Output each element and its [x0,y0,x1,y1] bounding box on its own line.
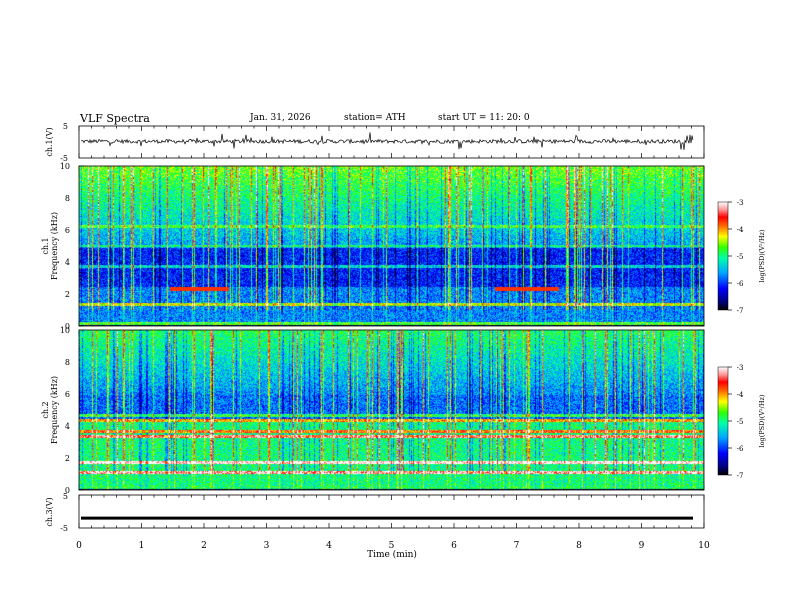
time-axis-label: Time (min) [367,549,417,560]
figure-title: VLF Spectra [80,112,150,125]
ch1-waveform-trace [80,132,694,151]
date-label: Jan. 31, 2026 [250,113,311,123]
ch1-ytick-bottom: -5 [60,154,68,163]
ch3-ylabel: ch.3(V) [45,497,54,526]
start-time-label: start UT = 11: 20: 0 [438,113,530,123]
station-label: station= ATH [344,113,406,123]
ch2-colorbar: log(PSD)(V²/Hz) [717,366,766,476]
ch3-waveform-panel: 5 -5 ch.3(V) [45,492,705,533]
ch1-ylabel: ch.1(V) [45,127,54,156]
ch2-spectrogram-heatmap [79,330,704,490]
ch1-colorbar: log(PSD)(V²/Hz) [717,201,766,311]
ch1-ytick-top: 5 [63,122,68,131]
ch1-spectrogram-heatmap [79,166,704,326]
ch2-colorbar-label: log(PSD)(V²/Hz) [758,394,766,447]
ch1-waveform-panel: 5 -5 ch.1(V) [45,122,705,163]
ch1-colorbar-gradient [717,201,729,311]
ch1-colorbar-label: log(PSD)(V²/Hz) [758,229,766,282]
ch3-ytick-top: 5 [63,492,68,501]
ch2-colorbar-gradient [717,366,729,476]
time-axis: Time (min) [367,549,417,560]
ch3-ytick-bottom: -5 [60,524,68,533]
